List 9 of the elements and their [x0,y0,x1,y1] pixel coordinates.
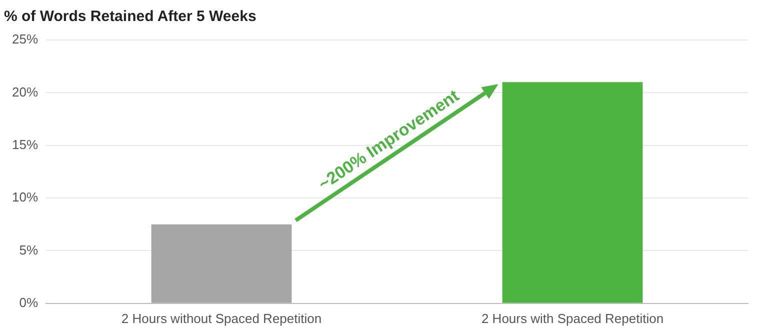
y-tick-label: 10% [12,190,38,205]
y-tick-label: 5% [19,242,38,258]
y-tick-label: 15% [12,136,38,152]
y-tick-label: 25% [12,32,38,47]
y-tick-label: 0% [19,294,38,310]
y-tick-label: 20% [12,84,38,100]
chart-title: % of Words Retained After 5 Weeks [4,8,256,25]
x-tick-label: 2 Hours with Spaced Repetition [481,310,664,326]
x-tick-label: 2 Hours without Spaced Repetition [121,310,322,326]
